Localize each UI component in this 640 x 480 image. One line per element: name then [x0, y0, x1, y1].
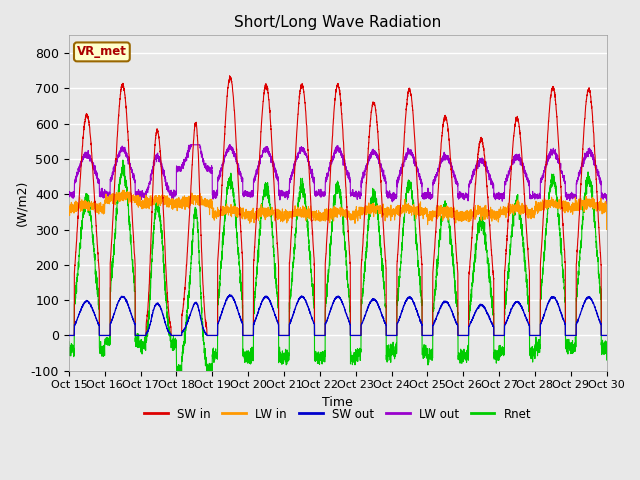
Title: Short/Long Wave Radiation: Short/Long Wave Radiation [234, 15, 442, 30]
Text: VR_met: VR_met [77, 46, 127, 59]
X-axis label: Time: Time [323, 396, 353, 409]
Y-axis label: (W/m2): (W/m2) [15, 180, 28, 226]
Legend: SW in, LW in, SW out, LW out, Rnet: SW in, LW in, SW out, LW out, Rnet [140, 403, 536, 425]
